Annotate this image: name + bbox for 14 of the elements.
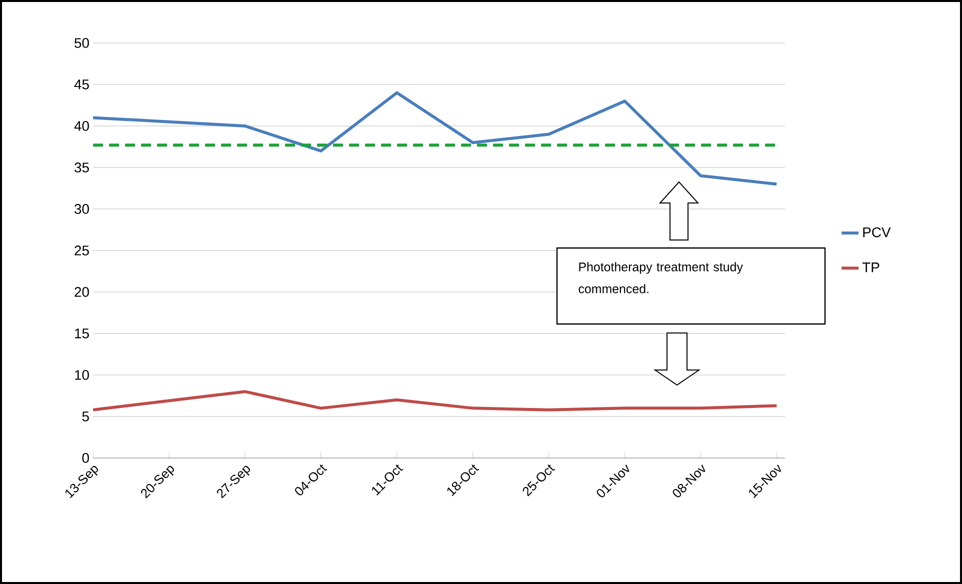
y-tick-label: 30 — [74, 204, 89, 214]
legend-label: PCV — [863, 227, 891, 238]
y-tick-label: 10 — [75, 370, 89, 380]
y-tick-label: 45 — [74, 80, 89, 90]
y-tick-label: 15 — [75, 328, 89, 338]
y-tick-label: 50 — [74, 38, 89, 48]
annotation: Phototherapy treatment study commenced. — [578, 262, 743, 294]
y-tick-label: 35 — [74, 162, 89, 172]
y-tick-label: 25 — [74, 246, 89, 256]
legend-label: TP — [862, 262, 880, 272]
y-tick-label: 40 — [74, 121, 89, 131]
y-tick-label: 5 — [82, 412, 89, 422]
y-tick-label: 0 — [82, 453, 89, 463]
y-tick-label: 20 — [74, 287, 89, 297]
